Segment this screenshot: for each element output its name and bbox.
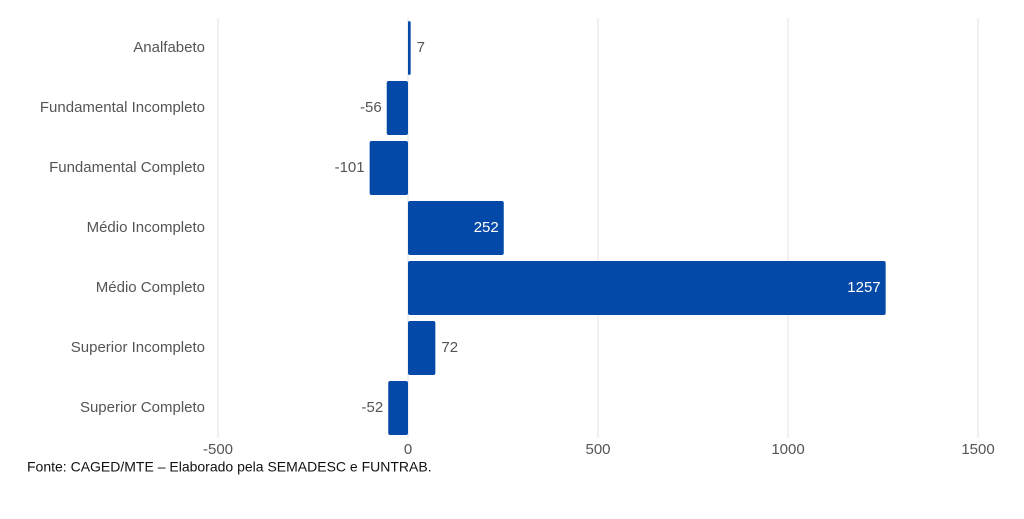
bar	[408, 201, 504, 255]
value-label: -52	[362, 399, 384, 416]
y-tick-label: Superior Completo	[80, 399, 205, 416]
y-tick-label: Fundamental Incompleto	[40, 99, 205, 116]
x-tick-label: 500	[585, 441, 610, 458]
x-tick-label: 1500	[961, 441, 994, 458]
y-tick-label: Superior Incompleto	[71, 339, 205, 356]
bar	[386, 81, 408, 135]
value-label: -56	[360, 99, 382, 116]
value-label: 252	[474, 219, 499, 236]
y-tick-label: Fundamental Completo	[49, 159, 205, 176]
value-label: -101	[335, 159, 365, 176]
x-tick-label: 1000	[771, 441, 804, 458]
bar	[408, 261, 886, 315]
value-label: 1257	[847, 279, 880, 296]
value-label: 72	[441, 339, 458, 356]
bar	[369, 141, 408, 195]
bar	[408, 321, 436, 375]
bar	[388, 381, 408, 435]
x-tick-label: -500	[203, 441, 233, 458]
y-tick-label: Médio Incompleto	[87, 219, 205, 236]
y-tick-label: Médio Completo	[96, 279, 205, 296]
x-tick-label: 0	[404, 441, 412, 458]
source-note: Fonte: CAGED/MTE – Elaborado pela SEMADE…	[27, 459, 432, 475]
y-tick-label: Analfabeto	[133, 39, 205, 56]
value-label: 7	[417, 39, 425, 56]
bar	[408, 21, 411, 75]
